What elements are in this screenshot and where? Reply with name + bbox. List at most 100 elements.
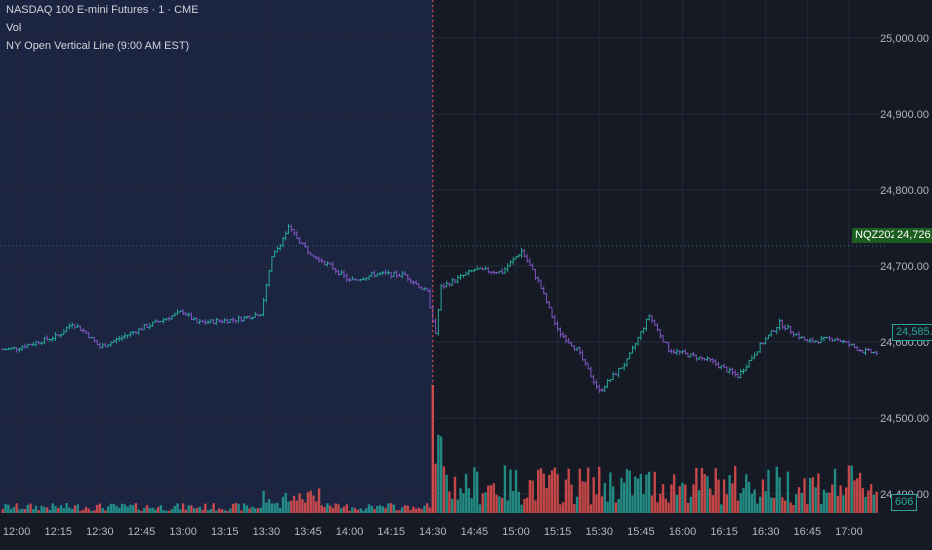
volume-bar bbox=[861, 488, 865, 513]
ticker-badge: NQZ2025 bbox=[852, 228, 906, 243]
volume-bar bbox=[822, 489, 826, 513]
volume-bar bbox=[728, 475, 731, 513]
volume-bar bbox=[12, 507, 16, 513]
volume-bar bbox=[564, 479, 568, 513]
volume-bar bbox=[434, 463, 437, 513]
volume-bar bbox=[620, 477, 623, 513]
volume-bar bbox=[29, 503, 32, 513]
volume-bar bbox=[797, 487, 801, 513]
volume-bar bbox=[467, 488, 471, 513]
volume-bar bbox=[598, 466, 601, 513]
volume-bar bbox=[567, 468, 570, 513]
volume-bar bbox=[631, 495, 634, 513]
volume-bar bbox=[51, 503, 54, 513]
volume-bar bbox=[134, 503, 138, 513]
volume-bar bbox=[362, 510, 365, 513]
volume-bar bbox=[226, 510, 229, 513]
time-axis-label: 14:00 bbox=[336, 526, 364, 538]
volume-bar bbox=[487, 485, 490, 513]
volume-bar bbox=[348, 510, 351, 513]
volume-bar bbox=[240, 510, 243, 513]
volume-bar bbox=[703, 474, 706, 513]
volume-bar bbox=[43, 507, 46, 513]
volume-bar bbox=[437, 434, 440, 513]
volume-bar bbox=[292, 495, 296, 513]
vol-indicator-legend[interactable]: Vol bbox=[6, 22, 22, 34]
volume-bar bbox=[689, 496, 692, 513]
volume-bar bbox=[506, 500, 509, 513]
symbol-legend[interactable]: NASDAQ 100 E-mini Futures · 1 · CME bbox=[6, 4, 199, 16]
volume-bar bbox=[384, 507, 387, 513]
volume-bar bbox=[315, 501, 318, 513]
price-axis-label: 25,000.00 bbox=[880, 33, 929, 45]
volume-bar bbox=[478, 504, 482, 513]
time-axis-label: 17:00 bbox=[835, 526, 863, 538]
volume-bar bbox=[356, 509, 360, 513]
volume-bar bbox=[68, 507, 71, 513]
volume-bar bbox=[525, 497, 529, 513]
volume-bar bbox=[37, 510, 41, 513]
volume-bar bbox=[98, 503, 102, 513]
volume-bar bbox=[844, 487, 848, 513]
volume-bar bbox=[242, 503, 246, 513]
volume-bar bbox=[184, 509, 188, 513]
volume-bar bbox=[553, 467, 557, 513]
volume-bar bbox=[9, 509, 13, 513]
volume-bar bbox=[858, 472, 862, 513]
volume-bar bbox=[1, 509, 4, 513]
volume-bar bbox=[284, 492, 287, 513]
time-axis-label: 15:00 bbox=[502, 526, 530, 538]
volume-bar bbox=[756, 503, 759, 513]
volume-bar bbox=[376, 505, 379, 513]
volume-bar bbox=[869, 484, 873, 513]
volume-bar bbox=[417, 507, 421, 513]
volume-bar bbox=[706, 476, 709, 513]
volume-bar bbox=[290, 500, 293, 513]
volume-bar bbox=[190, 505, 193, 513]
volume-bar bbox=[653, 471, 656, 513]
volume-bar bbox=[462, 493, 465, 513]
volume-bar bbox=[473, 467, 476, 513]
volume-bar bbox=[395, 510, 398, 513]
volume-bar bbox=[104, 510, 107, 513]
volume-bar bbox=[195, 507, 199, 513]
volume-bar bbox=[370, 505, 373, 513]
volume-bar bbox=[170, 509, 174, 513]
volume-bar bbox=[528, 479, 532, 513]
volume-bar bbox=[106, 506, 110, 513]
prior-price-badge: 24,585.75 bbox=[892, 324, 932, 341]
volume-bar bbox=[647, 471, 651, 513]
volume-bar bbox=[656, 502, 659, 513]
volume-bar bbox=[326, 503, 329, 513]
volume-bar bbox=[767, 469, 770, 513]
volume-bar bbox=[623, 482, 626, 513]
volume-bar bbox=[700, 467, 704, 513]
volume-bar bbox=[273, 503, 276, 513]
volume-bar bbox=[714, 468, 717, 513]
volume-bar bbox=[614, 502, 618, 513]
volume-bar bbox=[215, 510, 218, 513]
volume-bar bbox=[131, 505, 135, 513]
volume-badge: 606 bbox=[891, 494, 918, 511]
volume-bar bbox=[32, 509, 35, 513]
volume-bar bbox=[414, 508, 418, 513]
volume-bar bbox=[872, 494, 876, 513]
ny-open-indicator-legend[interactable]: NY Open Vertical Line (9:00 AM EST) bbox=[6, 40, 190, 52]
volume-bar bbox=[165, 510, 168, 513]
volume-bar bbox=[498, 496, 501, 513]
volume-bar bbox=[323, 506, 326, 513]
volume-bar bbox=[711, 495, 715, 513]
volume-bar bbox=[484, 492, 487, 513]
volume-bar bbox=[123, 504, 127, 513]
volume-bar bbox=[548, 474, 551, 513]
volume-bar bbox=[351, 507, 354, 513]
volume-bar bbox=[492, 483, 496, 513]
volume-bar bbox=[867, 490, 870, 513]
time-axis-label: 12:00 bbox=[3, 526, 31, 538]
volume-bar bbox=[670, 484, 673, 513]
volume-bar bbox=[792, 504, 795, 513]
volume-bar bbox=[137, 509, 140, 513]
volume-bar bbox=[420, 509, 423, 513]
volume-bar bbox=[642, 494, 645, 513]
